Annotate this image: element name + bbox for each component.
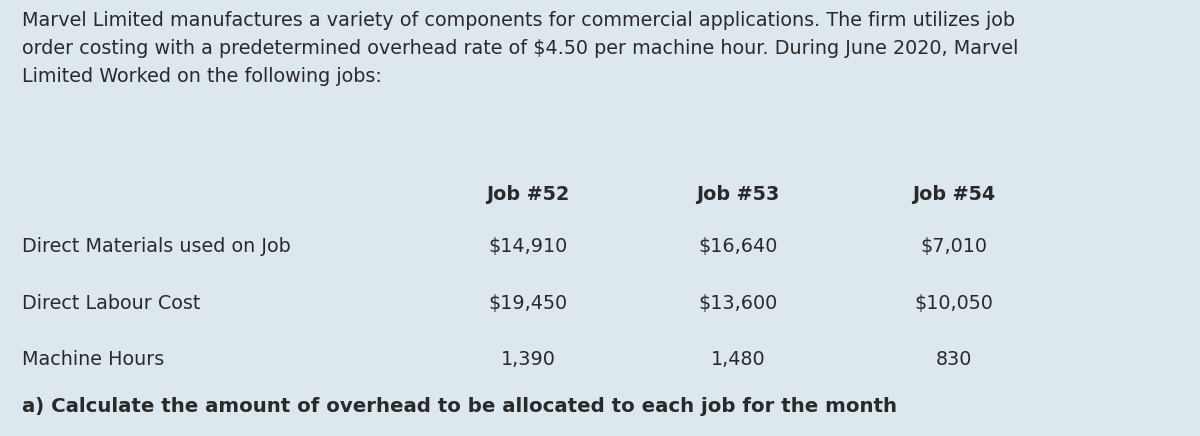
- Text: 1,390: 1,390: [500, 350, 556, 369]
- Text: $14,910: $14,910: [488, 237, 568, 256]
- Text: $7,010: $7,010: [920, 237, 988, 256]
- Text: Job #52: Job #52: [486, 184, 570, 204]
- Text: Machine Hours: Machine Hours: [22, 350, 164, 369]
- Text: Job #53: Job #53: [696, 184, 780, 204]
- Text: Direct Labour Cost: Direct Labour Cost: [22, 293, 200, 313]
- Text: 830: 830: [936, 350, 972, 369]
- Text: a) Calculate the amount of overhead to be allocated to each job for the month: a) Calculate the amount of overhead to b…: [22, 397, 896, 416]
- Text: Job #54: Job #54: [912, 184, 996, 204]
- Text: Direct Materials used on Job: Direct Materials used on Job: [22, 237, 290, 256]
- Text: $13,600: $13,600: [698, 293, 778, 313]
- Text: $19,450: $19,450: [488, 293, 568, 313]
- Text: 1,480: 1,480: [710, 350, 766, 369]
- Text: $16,640: $16,640: [698, 237, 778, 256]
- Text: $10,050: $10,050: [914, 293, 994, 313]
- Text: Marvel Limited manufactures a variety of components for commercial applications.: Marvel Limited manufactures a variety of…: [22, 11, 1018, 86]
